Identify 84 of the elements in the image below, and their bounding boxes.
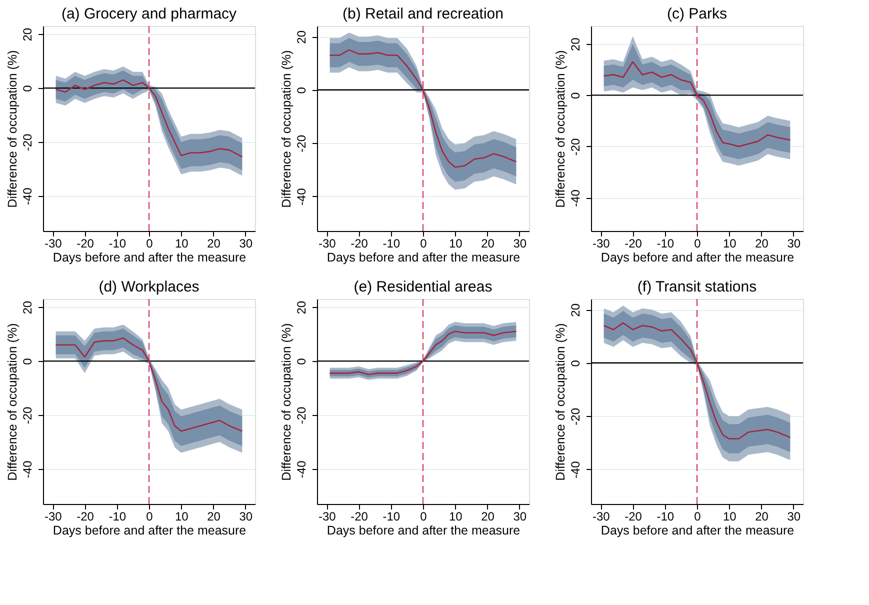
x-tick-label: 0 (420, 236, 428, 250)
x-axis-title: Days before and after the measure (600, 524, 794, 538)
x-tick-label: 0 (694, 236, 702, 250)
y-tick-label: -20 (294, 134, 308, 152)
x-tick-label: 30 (513, 510, 527, 524)
y-tick-label: 0 (568, 92, 582, 100)
y-tick-label: 0 (568, 360, 582, 367)
x-tick-label: 20 (755, 236, 769, 250)
x-tick-label: 0 (146, 510, 154, 524)
y-axis-title: Difference of occupation (%) (554, 50, 568, 208)
y-tick-label: 20 (20, 28, 34, 42)
x-tick-label: 20 (481, 510, 495, 524)
x-tick-label: 20 (755, 510, 769, 524)
x-tick-label: -30 (44, 510, 62, 524)
y-tick-label: -20 (568, 408, 582, 426)
x-tick-label: 30 (239, 236, 253, 250)
x-tick-label: 10 (174, 236, 189, 250)
x-tick-label: 20 (481, 236, 495, 250)
y-axis-title: Difference of occupation (%) (6, 50, 20, 208)
x-axis-title: Days before and after the measure (52, 250, 246, 264)
x-tick-label: 10 (722, 510, 737, 524)
x-tick-label: -10 (108, 236, 126, 250)
x-axis-title: Days before and after the measure (600, 250, 794, 264)
chart-title: (f) Transit stations (637, 278, 757, 296)
y-tick-label: -40 (294, 460, 308, 478)
x-tick-label: 30 (513, 236, 527, 250)
y-tick-label: -20 (294, 406, 308, 424)
x-tick-label: -20 (350, 236, 368, 250)
y-tick-label: 20 (294, 300, 308, 314)
x-tick-label: 30 (787, 236, 801, 250)
chart-title: (c) Parks (667, 5, 727, 22)
y-tick-label: 0 (20, 358, 34, 365)
chart-title: (d) Workplaces (98, 278, 200, 296)
chart-title: (b) Retail and recreation (342, 5, 504, 22)
x-tick-label: -20 (624, 510, 642, 524)
x-tick-label: 20 (207, 510, 221, 524)
x-tick-label: -20 (76, 510, 94, 524)
y-tick-label: 0 (294, 86, 308, 94)
x-axis-title: Days before and after the measure (52, 524, 246, 538)
x-tick-label: 0 (146, 236, 154, 250)
y-axis-title: Difference of occupation (%) (280, 50, 294, 208)
x-tick-label: -30 (318, 236, 336, 250)
x-tick-label: -10 (382, 236, 400, 250)
x-tick-label: -20 (76, 236, 94, 250)
y-tick-label: 20 (568, 303, 582, 317)
y-tick-label: -20 (20, 133, 34, 152)
x-tick-label: 10 (448, 236, 463, 250)
x-tick-label: 10 (722, 236, 737, 250)
y-tick-label: -20 (20, 406, 34, 424)
y-tick-label: 0 (294, 358, 308, 365)
x-tick-label: -20 (624, 236, 642, 250)
y-tick-label: -20 (568, 138, 582, 156)
x-tick-label: 30 (787, 510, 801, 524)
x-tick-label: 10 (174, 510, 189, 524)
x-tick-label: -10 (656, 236, 674, 250)
y-tick-label: -40 (20, 460, 34, 478)
y-tick-label: 20 (294, 30, 308, 44)
y-tick-label: -40 (568, 460, 582, 479)
x-tick-label: -30 (44, 236, 62, 250)
chart-title: (a) Grocery and pharmacy (61, 5, 238, 22)
y-axis-title: Difference of occupation (%) (6, 323, 20, 481)
x-axis-title: Days before and after the measure (326, 524, 520, 538)
y-tick-label: -40 (20, 187, 34, 206)
x-tick-label: -30 (318, 510, 336, 524)
x-tick-label: -20 (350, 510, 368, 524)
x-tick-label: 30 (239, 510, 253, 524)
x-tick-label: -30 (592, 236, 610, 250)
x-tick-label: -10 (656, 510, 674, 524)
x-tick-label: 20 (207, 236, 221, 250)
y-tick-label: 20 (20, 300, 34, 314)
y-tick-label: -40 (294, 188, 308, 206)
y-axis-title: Difference of occupation (%) (554, 323, 568, 481)
x-tick-label: 10 (448, 510, 463, 524)
y-tick-label: 20 (568, 37, 582, 52)
y-tick-label: 0 (20, 84, 34, 92)
chart-title: (e) Residential areas (354, 278, 492, 296)
x-tick-label: 0 (420, 510, 428, 524)
y-axis-title: Difference of occupation (%) (280, 323, 294, 481)
x-tick-label: -30 (592, 510, 610, 524)
x-tick-label: -10 (108, 510, 126, 524)
x-tick-label: 0 (694, 510, 702, 524)
x-tick-label: -10 (382, 510, 400, 524)
x-axis-title: Days before and after the measure (326, 250, 520, 264)
y-tick-label: -40 (568, 189, 582, 207)
